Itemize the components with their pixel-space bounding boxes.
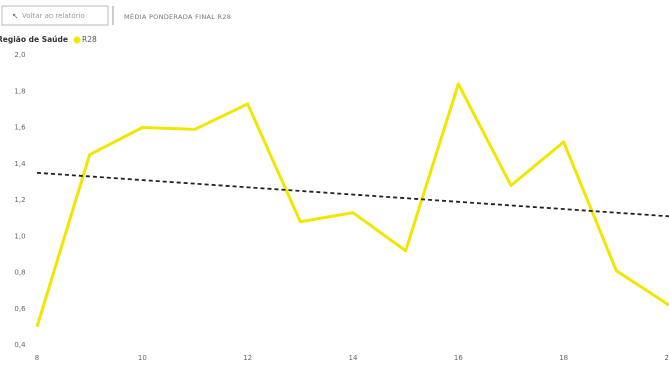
x-tick-label: 14: [349, 354, 358, 362]
x-tick-label: 12: [243, 354, 252, 362]
y-tick-label: 0,4: [14, 341, 26, 349]
x-tick-label: 10: [138, 354, 147, 362]
page-title: MÉDIA PONDERADA FINAL R28: [124, 12, 231, 21]
back-icon: ↖: [12, 12, 19, 21]
y-tick-label: 2,0: [14, 51, 25, 59]
y-tick-label: 1,4: [14, 160, 26, 168]
legend-label: R28: [82, 35, 97, 44]
y-tick-label: 0,8: [14, 269, 25, 277]
back-button[interactable]: [1, 5, 109, 26]
y-tick-label: 1,0: [14, 232, 25, 240]
x-tick-label: 18: [559, 354, 568, 362]
legend-title: Região de Saúde: [0, 35, 68, 44]
x-tick-label: 20: [665, 354, 669, 362]
y-tick-label: 1,6: [14, 124, 26, 132]
x-tick-label: 8: [35, 354, 39, 362]
y-tick-label: 1,8: [14, 87, 25, 95]
series-line: [35, 82, 669, 328]
y-tick-label: 0,6: [14, 305, 26, 313]
legend-swatch: [73, 36, 81, 44]
trend-line: [36, 171, 669, 218]
y-tick-label: 1,2: [14, 196, 25, 204]
back-button-label[interactable]: Voltar ao relatório: [22, 12, 85, 20]
x-tick-label: 16: [454, 354, 463, 362]
